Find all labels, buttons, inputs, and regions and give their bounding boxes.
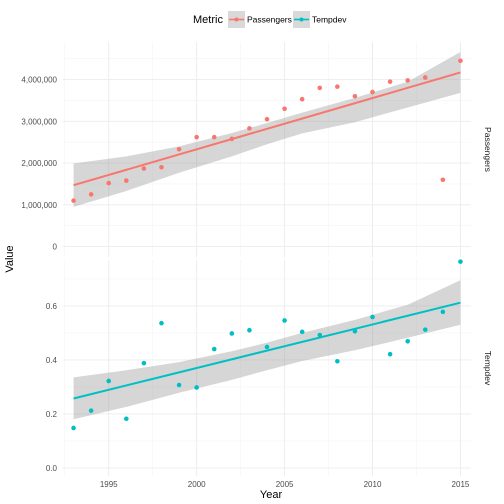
tempdev-point (422, 327, 428, 332)
passengers-point (282, 106, 287, 112)
x-tick-label: 2010 (364, 480, 382, 489)
tempdev-point (141, 360, 147, 366)
passengers-point (387, 79, 393, 84)
y-tick-label: 0.0 (46, 464, 58, 473)
passengers-point (71, 198, 76, 203)
tempdev-point (387, 351, 393, 357)
passengers-point (352, 93, 358, 99)
tempdev-point (124, 416, 129, 422)
tempdev-point (370, 314, 375, 320)
y-tick-label: 1,000,000 (21, 201, 57, 210)
tempdev-point (247, 327, 252, 333)
tempdev-point (352, 328, 358, 334)
tempdev-point (299, 329, 305, 335)
x-axis-title: Year (260, 489, 283, 501)
panel-passengers: 0 1,000,000 2,000,000 3,000,000 4,000,000 Pas… (21, 42, 493, 257)
passengers-point (264, 116, 270, 122)
y-tick-label: 0.2 (46, 410, 58, 419)
tempdev-point (176, 382, 182, 388)
passengers-point (106, 180, 112, 186)
tempdev-point (335, 358, 340, 364)
tempdev-point (211, 346, 217, 352)
passengers-point (124, 178, 129, 183)
tempdev-fit-line (73, 301, 461, 400)
passengers-point (317, 85, 323, 91)
y-tick-label: 0 (53, 243, 58, 252)
tempdev-point (229, 331, 235, 336)
y-tick-label: 2,000,000 (21, 159, 57, 168)
passengers-point (405, 78, 410, 83)
panel-tempdev: 0.0 0.2 0.4 0.6 Tempdev 1995 2000 2005 2010 2015 (46, 259, 493, 489)
tempdev-point (282, 318, 287, 323)
tempdev-point (194, 385, 199, 390)
legend: Metric Passengers Tempdev (193, 11, 347, 28)
legend-label-tempdev: Tempdev (312, 15, 347, 25)
x-tick-label: 1995 (100, 480, 118, 489)
passengers-point (141, 166, 147, 171)
strip-label-passengers: Passengers (483, 127, 493, 172)
legend-label-passengers: Passengers (247, 15, 292, 25)
strip-label-tempdev: Tempdev (483, 351, 493, 386)
tempdev-point (440, 309, 446, 315)
tempdev-point (71, 425, 76, 431)
passengers-point (335, 84, 340, 89)
legend-title: Metric (193, 14, 223, 26)
tempdev-point (264, 344, 270, 350)
tempdev-point (106, 378, 112, 384)
y-tick-label: 4,000,000 (21, 76, 57, 85)
passengers-point (299, 96, 305, 102)
tempdev-point (405, 338, 410, 344)
passengers-point (176, 146, 182, 152)
passengers-point (211, 134, 217, 140)
y-tick-label: 3,000,000 (21, 117, 57, 126)
tempdev-point (458, 259, 463, 264)
legend-key-passengers-point (234, 17, 239, 22)
passengers-point (229, 136, 235, 142)
x-tick-label: 2005 (276, 480, 294, 489)
tempdev-point (88, 408, 94, 413)
y-tick-label: 0.4 (46, 356, 58, 365)
passengers-point (440, 177, 446, 183)
legend-key-tempdev-point (299, 17, 304, 22)
y-tick-label: 0.6 (46, 302, 58, 311)
y-axis-title: Value (4, 245, 16, 272)
tempdev-point (317, 332, 323, 338)
passengers-point (458, 58, 463, 64)
x-tick-label: 2015 (452, 480, 470, 489)
passengers-point (159, 164, 164, 170)
tempdev-point (159, 320, 164, 326)
passengers-point (194, 134, 199, 140)
passengers-point (88, 192, 94, 197)
passengers-point (370, 89, 375, 95)
x-tick-label: 2000 (188, 480, 206, 489)
passengers-fit-line (73, 71, 461, 187)
passengers-point (422, 75, 428, 80)
passengers-point (247, 126, 252, 131)
